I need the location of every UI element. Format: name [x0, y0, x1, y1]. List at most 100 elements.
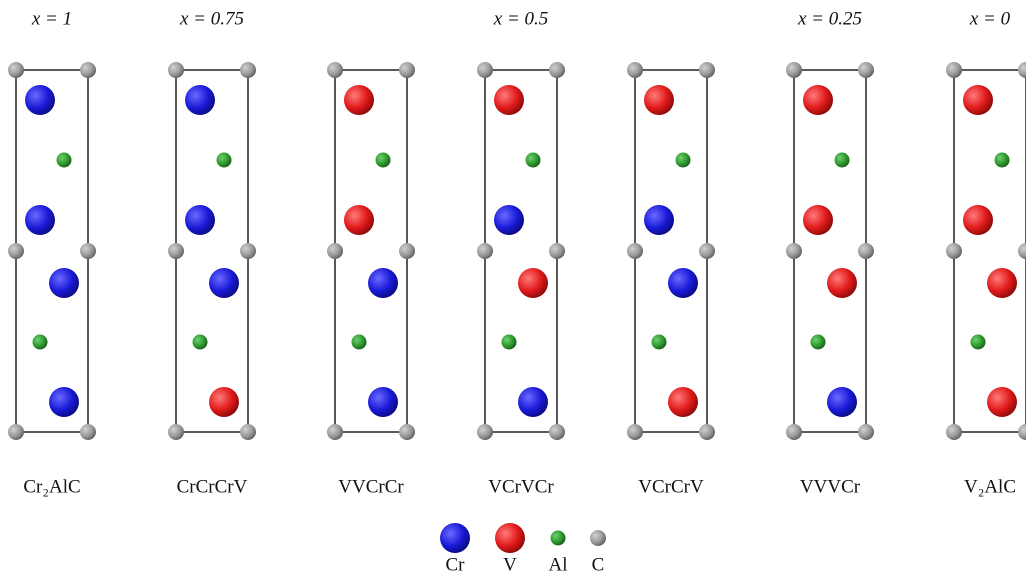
structures — [8, 62, 1026, 440]
c-atom — [946, 424, 962, 440]
cr-atom — [209, 268, 239, 298]
al-atom — [995, 153, 1010, 168]
c-atom — [549, 62, 565, 78]
cr-atom — [368, 268, 398, 298]
al-atom — [376, 153, 391, 168]
unit-cell — [954, 70, 1026, 432]
v-atom — [963, 205, 993, 235]
c-atom — [8, 243, 24, 259]
v-atom — [987, 268, 1017, 298]
composition-label: x = 0 — [969, 8, 1011, 29]
structure-label: VCrCrV — [638, 476, 704, 497]
v-atom — [668, 387, 698, 417]
c-atom — [399, 62, 415, 78]
v-atom — [518, 268, 548, 298]
unit-cell — [485, 70, 557, 432]
legend-swatch — [590, 530, 606, 546]
cr-atom — [25, 85, 55, 115]
al-atom — [352, 335, 367, 350]
v-atom — [494, 85, 524, 115]
c-atom — [786, 424, 802, 440]
legend-swatch — [495, 523, 525, 553]
structure-label: VVVCr — [800, 476, 861, 497]
cr-atom — [185, 205, 215, 235]
al-atom — [502, 335, 517, 350]
c-atom — [946, 62, 962, 78]
c-atom — [80, 424, 96, 440]
al-atom — [193, 335, 208, 350]
al-atom — [652, 335, 667, 350]
legend-swatch — [440, 523, 470, 553]
al-atom — [217, 153, 232, 168]
unit-cell — [335, 70, 407, 432]
c-atom — [699, 243, 715, 259]
legend-swatch — [551, 531, 566, 546]
cr-atom — [644, 205, 674, 235]
structure-label: VCrVCr — [488, 476, 554, 497]
legend-label: C — [592, 554, 605, 575]
cr-atom — [185, 85, 215, 115]
c-atom — [240, 424, 256, 440]
v-atom — [987, 387, 1017, 417]
v-atom — [827, 268, 857, 298]
c-atom — [946, 243, 962, 259]
c-atom — [627, 243, 643, 259]
cr-atom — [49, 387, 79, 417]
cr-atom — [49, 268, 79, 298]
c-atom — [477, 243, 493, 259]
cr-atom — [25, 205, 55, 235]
c-atom — [858, 62, 874, 78]
c-atom — [627, 424, 643, 440]
v-atom — [803, 85, 833, 115]
c-atom — [8, 62, 24, 78]
c-atom — [327, 243, 343, 259]
v-atom — [963, 85, 993, 115]
v-atom — [803, 205, 833, 235]
c-atom — [549, 424, 565, 440]
c-atom — [168, 62, 184, 78]
c-atom — [627, 62, 643, 78]
structure-label: V₂AlC — [964, 476, 1016, 497]
c-atom — [399, 243, 415, 259]
c-atom — [399, 424, 415, 440]
composition-label: x = 0.75 — [179, 8, 244, 29]
structure-label: VVCrCr — [338, 476, 404, 497]
v-atom — [644, 85, 674, 115]
c-atom — [786, 62, 802, 78]
al-atom — [835, 153, 850, 168]
legend-label: V — [503, 554, 517, 575]
v-atom — [344, 85, 374, 115]
v-atom — [209, 387, 239, 417]
al-atom — [57, 153, 72, 168]
c-atom — [80, 243, 96, 259]
al-atom — [33, 335, 48, 350]
c-atom — [240, 62, 256, 78]
c-atom — [786, 243, 802, 259]
cr-atom — [827, 387, 857, 417]
structure-label: Cr₂AlC — [23, 476, 80, 497]
cr-atom — [494, 205, 524, 235]
cr-atom — [518, 387, 548, 417]
composition-label: x = 0.25 — [797, 8, 862, 29]
structure-label: CrCrCrV — [177, 476, 248, 497]
c-atom — [168, 424, 184, 440]
c-atom — [858, 424, 874, 440]
v-atom — [344, 205, 374, 235]
c-atom — [549, 243, 565, 259]
c-atom — [327, 62, 343, 78]
c-atom — [477, 424, 493, 440]
al-atom — [811, 335, 826, 350]
composition-label: x = 1 — [31, 8, 72, 29]
cr-atom — [368, 387, 398, 417]
c-atom — [699, 424, 715, 440]
c-atom — [1018, 243, 1026, 259]
figure: Cr₂AlC CrCrCrV VVCrCr VCrVCr VCrCrV VVVCr V₂Al… — [0, 0, 1026, 576]
unit-cell — [635, 70, 707, 432]
al-atom — [971, 335, 986, 350]
c-atom — [858, 243, 874, 259]
c-atom — [327, 424, 343, 440]
legend-label: Al — [549, 554, 568, 575]
al-atom — [676, 153, 691, 168]
composition-label: x = 0.5 — [493, 8, 549, 29]
c-atom — [477, 62, 493, 78]
